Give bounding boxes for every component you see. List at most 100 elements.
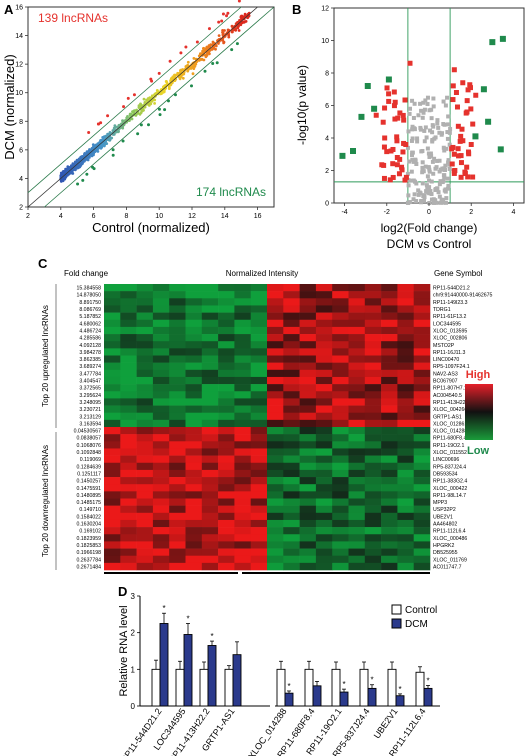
heatmap-cell <box>267 505 284 514</box>
gray-point <box>445 136 450 141</box>
heatmap-cell <box>218 341 235 349</box>
heatmap-cell <box>234 284 251 292</box>
density-point <box>72 164 76 168</box>
green-point <box>371 105 378 112</box>
heatmap-cell <box>364 469 382 478</box>
heatmap-cell <box>218 362 235 371</box>
heatmap-cell <box>152 405 170 413</box>
up-point <box>106 114 110 118</box>
heatmap-cell <box>413 376 431 385</box>
heatmap-cell <box>267 362 284 371</box>
panel-c-header-genes: Gene Symbol <box>434 269 483 278</box>
significance-marker: * <box>210 632 213 641</box>
heatmap-cell <box>152 326 170 335</box>
heatmap-cell <box>185 412 203 421</box>
heatmap-cell <box>299 398 317 406</box>
heatmap-cell <box>185 284 203 292</box>
down-point <box>121 139 125 143</box>
heatmap-cell <box>169 441 186 449</box>
heatmap-cell <box>413 455 431 464</box>
gene-label: chr9:91440000-91462675 <box>433 293 493 299</box>
density-point <box>113 125 117 129</box>
gene-label: DB525955 <box>433 550 458 556</box>
heatmap-cell <box>348 555 366 564</box>
heatmap-cell <box>348 527 366 535</box>
heatmap-cell <box>185 341 203 349</box>
heatmap-cell <box>315 448 333 456</box>
heatmap-cell <box>250 469 268 478</box>
heatmap-cell <box>218 548 235 556</box>
heatmap-cell <box>104 419 121 428</box>
red-point <box>394 134 400 140</box>
gray-point <box>443 163 448 168</box>
density-point <box>61 177 65 181</box>
fold-change-label: 5.187852 <box>79 314 101 320</box>
gray-point <box>442 122 447 127</box>
heatmap-cell <box>381 505 398 514</box>
heatmap-cell <box>185 548 203 556</box>
heatmap-cell <box>348 376 366 385</box>
heatmap-cell <box>169 312 186 321</box>
gray-point <box>444 196 449 201</box>
heatmap-cell <box>218 298 235 306</box>
heatmap-cell <box>315 505 333 514</box>
gray-point <box>430 130 435 135</box>
heatmap-cell <box>413 391 431 399</box>
heatmap-cell <box>283 305 300 313</box>
heatmap-cell <box>348 548 366 556</box>
density-point <box>205 54 209 57</box>
gray-point <box>427 190 432 195</box>
down-point <box>189 84 193 88</box>
heatmap-cell <box>250 362 268 371</box>
heatmap-cell <box>397 534 414 542</box>
heatmap-cell <box>218 441 235 449</box>
heatmap-cell <box>104 505 121 514</box>
fold-change-label: 0.1485175 <box>76 500 101 506</box>
heatmap-cell <box>136 398 154 406</box>
heatmap-cell <box>413 291 431 299</box>
heatmap-cell <box>120 319 137 328</box>
gray-point <box>438 200 443 205</box>
heatmap-cell <box>348 512 366 521</box>
heatmap-cell <box>185 477 203 485</box>
heatmap-cell <box>348 326 366 335</box>
red-point <box>399 167 405 173</box>
heatmap-cell <box>169 348 186 356</box>
heatmap-cell <box>413 412 431 421</box>
gray-point <box>431 200 436 205</box>
heatmap-cell <box>234 505 251 514</box>
gray-point <box>416 113 421 118</box>
density-point <box>165 81 169 84</box>
red-point <box>407 60 413 66</box>
heatmap-cell <box>185 355 203 363</box>
gray-point <box>443 103 448 108</box>
heatmap-cell <box>169 334 186 342</box>
panel-d-bars: * * * * * * * * <box>151 604 433 707</box>
gray-point <box>429 153 434 158</box>
gene-label: XLOC_000486 <box>433 536 467 542</box>
heatmap-cell <box>315 341 333 349</box>
heatmap-cell <box>381 334 398 342</box>
heatmap-cell <box>315 512 333 521</box>
heatmap-cell <box>120 462 137 471</box>
heatmap-cell <box>136 541 154 549</box>
gray-point <box>447 166 452 171</box>
heatmap-cell <box>104 334 121 342</box>
heatmap-cell <box>234 534 251 542</box>
heatmap-cell <box>136 341 154 349</box>
heatmap-cell <box>218 469 235 478</box>
gene-label: RP11-61F13.2 <box>433 314 466 320</box>
red-point <box>384 149 390 155</box>
red-point <box>402 97 408 103</box>
heatmap-cell <box>201 477 219 485</box>
heatmap-cell <box>218 427 235 435</box>
gray-point <box>410 127 415 132</box>
heatmap-cell <box>250 405 268 413</box>
heatmap-cell <box>234 362 251 371</box>
heatmap-cell <box>283 469 300 478</box>
red-point <box>396 171 402 177</box>
heatmap-cell <box>332 291 349 299</box>
heatmap-cell <box>104 512 121 521</box>
density-point <box>181 76 185 80</box>
heatmap-cell <box>381 469 398 478</box>
